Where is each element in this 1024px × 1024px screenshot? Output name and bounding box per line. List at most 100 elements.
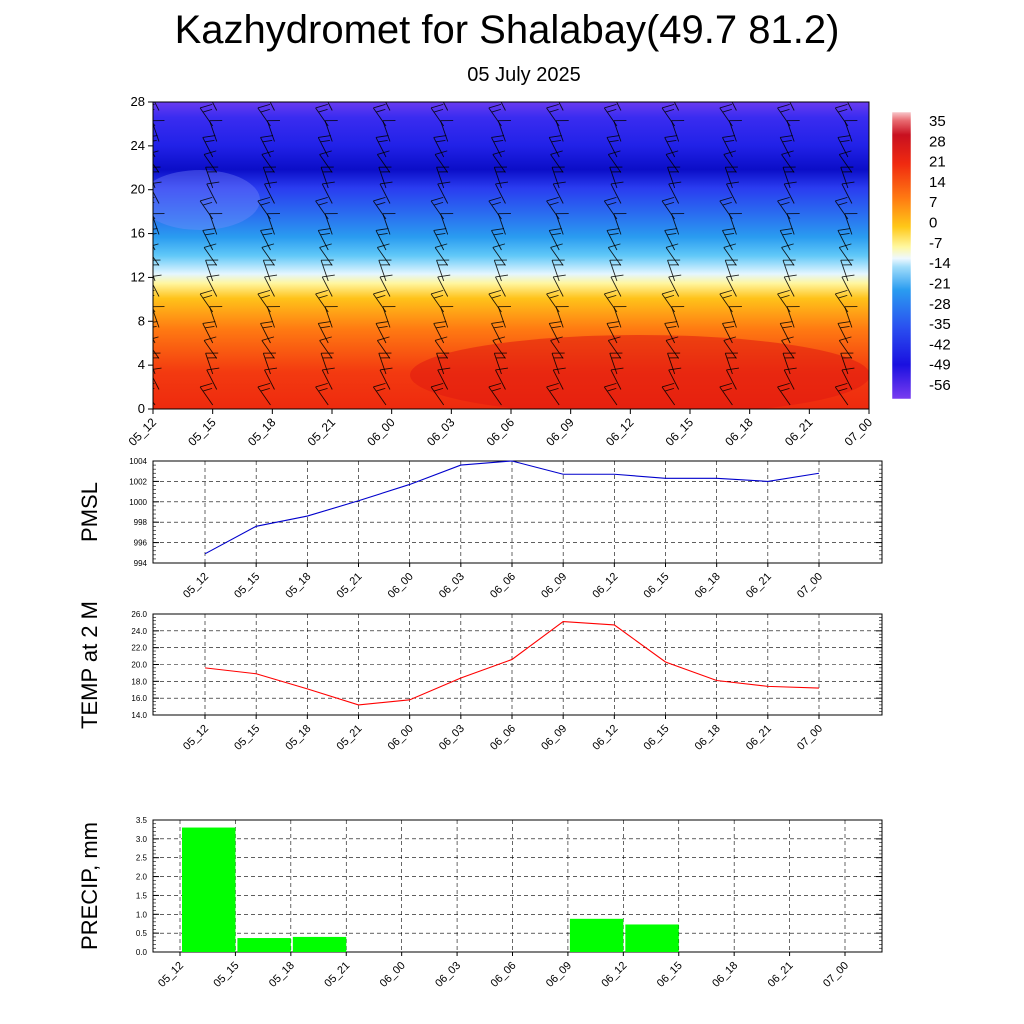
y-tick-label: 12 (131, 269, 145, 284)
colorbar-label: -56 (929, 377, 951, 394)
y-tick-label: 16 (131, 226, 145, 241)
wind-barb (668, 181, 682, 204)
wind-barb (321, 367, 335, 390)
x-tick-label: 06_03 (437, 723, 467, 753)
wind-barb (782, 259, 796, 282)
wind-barb (379, 274, 393, 297)
x-tick-label: 05_21 (305, 415, 339, 449)
wind-barb (266, 120, 280, 142)
wind-barb (153, 150, 160, 173)
wind-barb (264, 367, 278, 390)
wind-barb (609, 352, 623, 375)
wind-barb (777, 103, 791, 127)
x-tick-label: 05_12 (126, 415, 160, 449)
cool-region (153, 170, 260, 230)
x-tick-label: 07_00 (842, 415, 876, 449)
wind-barb (375, 321, 389, 344)
wind-barb (153, 102, 160, 111)
wind-barb (782, 352, 796, 375)
wind-barb (603, 289, 618, 313)
wind-barb (488, 289, 502, 313)
wind-barb (315, 196, 329, 220)
wind-barb (837, 135, 851, 158)
wind-barb (722, 321, 736, 344)
wind-barb (440, 120, 454, 142)
x-tick-label: 05_21 (335, 723, 365, 753)
wind-barb (493, 259, 507, 282)
wind-barb (667, 352, 681, 375)
wind-barb (724, 352, 738, 375)
wind-barb (546, 196, 560, 220)
x-tick-label: 07_00 (795, 571, 825, 601)
y-tick-label: 0.0 (136, 948, 148, 957)
x-tick-label: 06_21 (744, 723, 774, 753)
heatmap-y-axis: 0 4 8 12 16 20 24 28 (131, 94, 153, 416)
wind-barb (321, 102, 333, 111)
x-tick-label: 06_15 (663, 415, 697, 449)
wind-barb (262, 166, 276, 189)
y-tick-label: 28 (131, 94, 145, 109)
x-tick-label: 06_00 (378, 960, 408, 990)
wind-barb (437, 181, 451, 204)
wind-barb (667, 259, 681, 282)
wind-barb (324, 306, 338, 328)
y-tick-label: 24 (131, 138, 145, 153)
x-tick-label: 05_12 (181, 723, 211, 753)
wind-barb (437, 102, 449, 111)
wind-barb (834, 196, 849, 220)
wind-barb (436, 166, 450, 189)
wind-barb (555, 213, 569, 235)
y-tick-label: 1002 (129, 477, 147, 486)
wind-barb (206, 102, 218, 111)
wind-barb (786, 213, 800, 235)
y-axis-label: TEMP at 2 M (77, 601, 102, 729)
wind-barb (783, 274, 797, 297)
precip-bar (292, 936, 347, 952)
wind-barb (497, 120, 511, 142)
page-subtitle: 05 July 2025 (467, 64, 581, 86)
wind-barb (437, 274, 451, 297)
x-tick-label: 06_12 (603, 415, 637, 449)
y-tick-label: 4 (138, 357, 145, 372)
wind-barb (315, 382, 329, 406)
wind-barb (661, 103, 676, 127)
wind-barb (548, 228, 562, 251)
wind-barb (153, 259, 161, 282)
y-tick-label: 16.0 (131, 694, 147, 703)
x-tick-label: 06_15 (642, 571, 672, 601)
temp-panel: 14.0 16.0 18.0 20.0 22.0 24.0 26.0 05_12 05_15 05… (77, 601, 883, 753)
wind-barb (264, 181, 278, 204)
wind-barb (199, 103, 214, 127)
x-tick-label: 05_12 (156, 960, 186, 990)
wind-barb (488, 382, 502, 406)
wind-barb (491, 135, 505, 158)
wind-barb (609, 259, 623, 282)
wind-barb (841, 274, 855, 297)
wind-barb (609, 166, 623, 189)
wind-barb (315, 103, 329, 127)
wind-barb (840, 166, 854, 189)
y-tick-label: 3.5 (136, 816, 148, 825)
wind-barb (844, 213, 858, 235)
precip-bar (237, 938, 291, 952)
wind-barb (433, 321, 447, 344)
wind-barb (777, 382, 791, 406)
wind-barb (840, 259, 854, 282)
wind-barb (430, 382, 445, 406)
x-tick-label: 07_00 (821, 960, 851, 990)
wind-barb (552, 367, 566, 390)
y-tick-label: 2.0 (136, 873, 148, 882)
wind-barb (837, 228, 851, 251)
wind-barb (719, 196, 733, 220)
colorbar-label: -42 (929, 336, 951, 353)
wind-barb (372, 103, 387, 127)
wind-barb (668, 274, 682, 297)
wind-barb (206, 274, 220, 297)
x-tick-label: 06_06 (488, 571, 518, 601)
y-tick-label: 994 (134, 559, 148, 568)
wind-barb (777, 289, 791, 313)
wind-barb (372, 196, 387, 220)
wind-barb (728, 120, 742, 142)
x-tick-label: 06_12 (590, 723, 620, 753)
wind-barb (262, 352, 276, 375)
